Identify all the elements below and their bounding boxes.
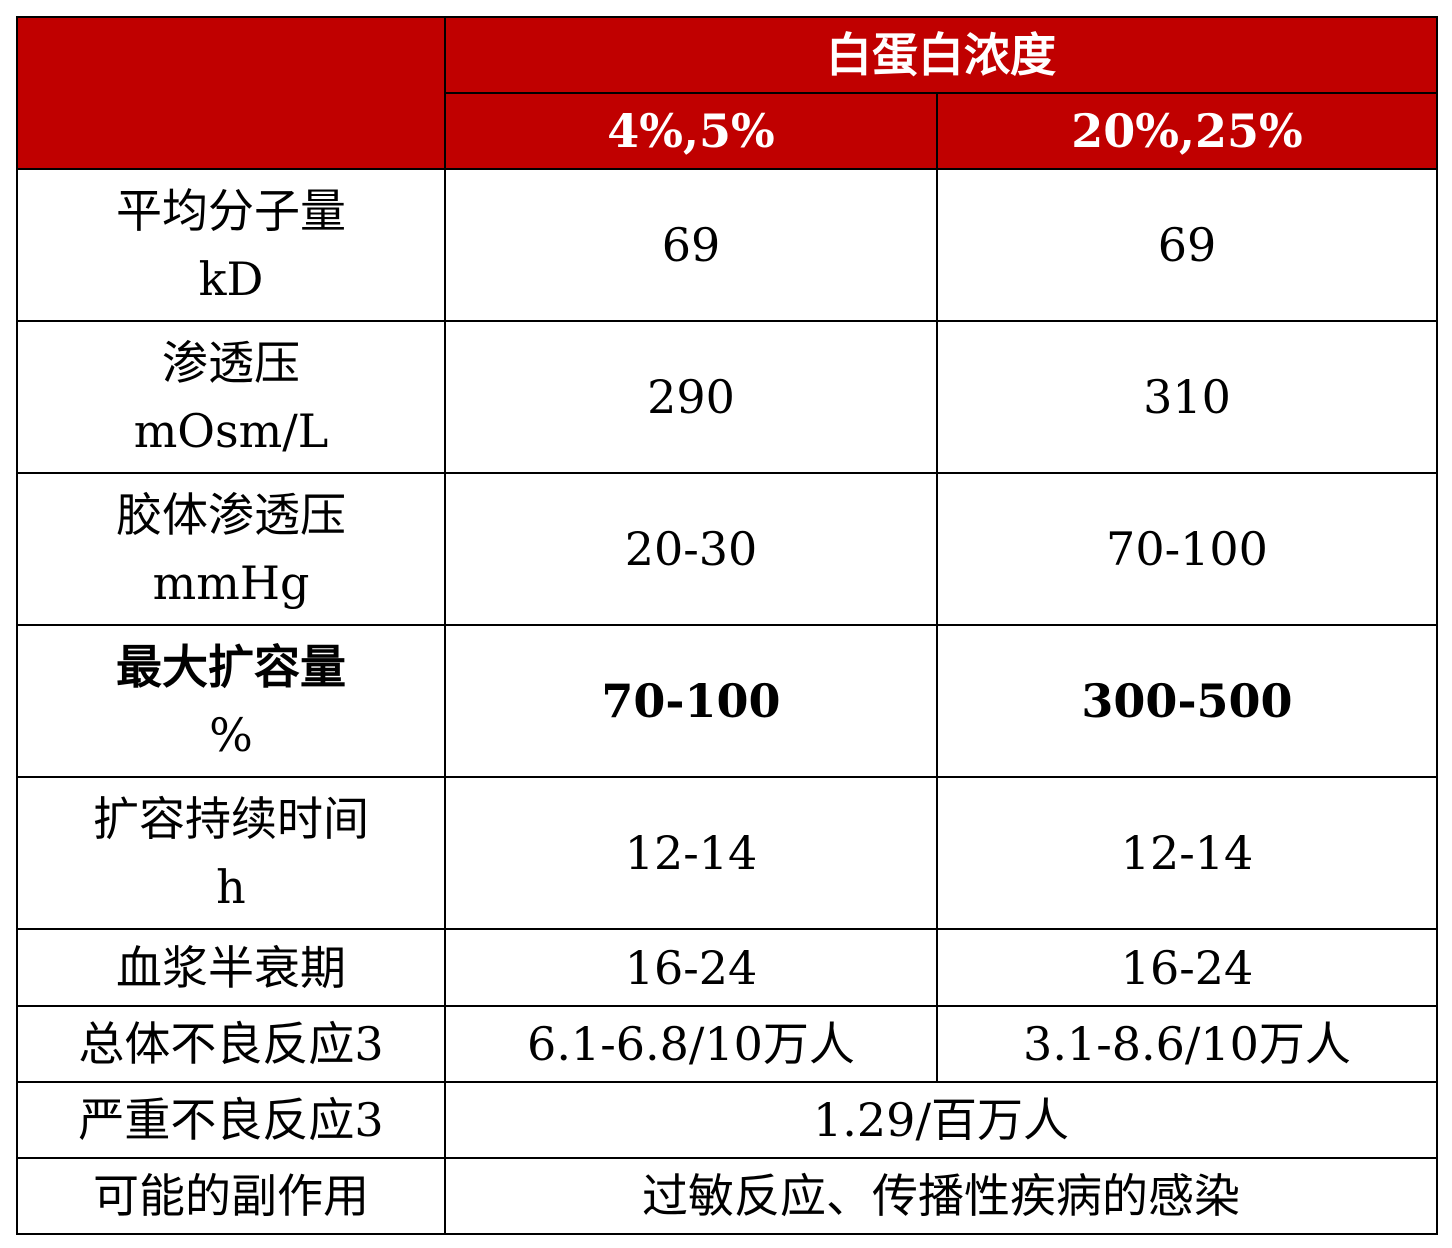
albumin-comparison-table: 白蛋白浓度 4%,5% 20%,25% 平均分子量 kD 69 69 渗透压 m… — [16, 16, 1438, 1235]
value-low: 6.1-6.8/10万人 — [444, 1005, 938, 1083]
row-label: 血浆半衰期 — [16, 928, 446, 1007]
value-low: 290 — [444, 320, 938, 474]
row-label: 渗透压 mOsm/L — [16, 320, 446, 474]
header-empty-cell — [16, 16, 446, 170]
value-high: 300-500 — [936, 624, 1438, 778]
table-row: 渗透压 mOsm/L 290 310 — [16, 320, 1438, 474]
row-label-name: 扩容持续时间 — [93, 792, 369, 846]
value-low: 16-24 — [444, 928, 938, 1007]
value-low: 69 — [444, 168, 938, 322]
row-label: 总体不良反应3 — [16, 1005, 446, 1083]
value-low: 70-100 — [444, 624, 938, 778]
value-merged: 1.29/百万人 — [444, 1081, 1438, 1159]
table-row: 最大扩容量 % 70-100 300-500 — [16, 624, 1438, 778]
header-group-title: 白蛋白浓度 — [444, 16, 1438, 94]
value-low: 12-14 — [444, 776, 938, 930]
row-label-unit: mmHg — [152, 556, 310, 610]
table-row: 血浆半衰期 16-24 16-24 — [16, 928, 1438, 1007]
header-row-columns: 4%,5% 20%,25% — [17, 92, 1438, 170]
value-low: 20-30 — [444, 472, 938, 626]
value-high: 3.1-8.6/10万人 — [936, 1005, 1438, 1083]
value-merged: 过敏反应、传播性疾病的感染 — [444, 1157, 1438, 1235]
value-high: 12-14 — [936, 776, 1438, 930]
row-label-name: 胶体渗透压 — [116, 488, 346, 542]
row-label: 平均分子量 kD — [16, 168, 446, 322]
header-row-group: 白蛋白浓度 — [16, 16, 1438, 170]
row-label-unit: mOsm/L — [133, 404, 329, 458]
row-label-name: 平均分子量 — [116, 184, 346, 238]
row-label: 可能的副作用 — [16, 1157, 446, 1235]
table-row: 总体不良反应3 6.1-6.8/10万人 3.1-8.6/10万人 — [16, 1005, 1438, 1083]
row-label-name: 渗透压 — [162, 336, 300, 390]
table-row: 平均分子量 kD 69 69 — [16, 168, 1438, 322]
header-col-high-concentration: 20%,25% — [936, 92, 1438, 170]
row-label: 扩容持续时间 h — [16, 776, 446, 930]
table-row: 可能的副作用 过敏反应、传播性疾病的感染 — [16, 1157, 1438, 1235]
value-high: 70-100 — [936, 472, 1438, 626]
row-label-name: 最大扩容量 — [116, 640, 346, 694]
value-high: 69 — [936, 168, 1438, 322]
header-col-low-concentration: 4%,5% — [444, 92, 938, 170]
value-high: 310 — [936, 320, 1438, 474]
table-row: 严重不良反应3 1.29/百万人 — [16, 1081, 1438, 1159]
value-high: 16-24 — [936, 928, 1438, 1007]
row-label-unit: % — [209, 708, 253, 762]
table-row: 扩容持续时间 h 12-14 12-14 — [16, 776, 1438, 930]
row-label-unit: h — [216, 860, 246, 914]
row-label: 严重不良反应3 — [16, 1081, 446, 1159]
row-label: 胶体渗透压 mmHg — [16, 472, 446, 626]
row-label: 最大扩容量 % — [16, 624, 446, 778]
row-label-unit: kD — [198, 252, 264, 306]
table-row: 胶体渗透压 mmHg 20-30 70-100 — [16, 472, 1438, 626]
